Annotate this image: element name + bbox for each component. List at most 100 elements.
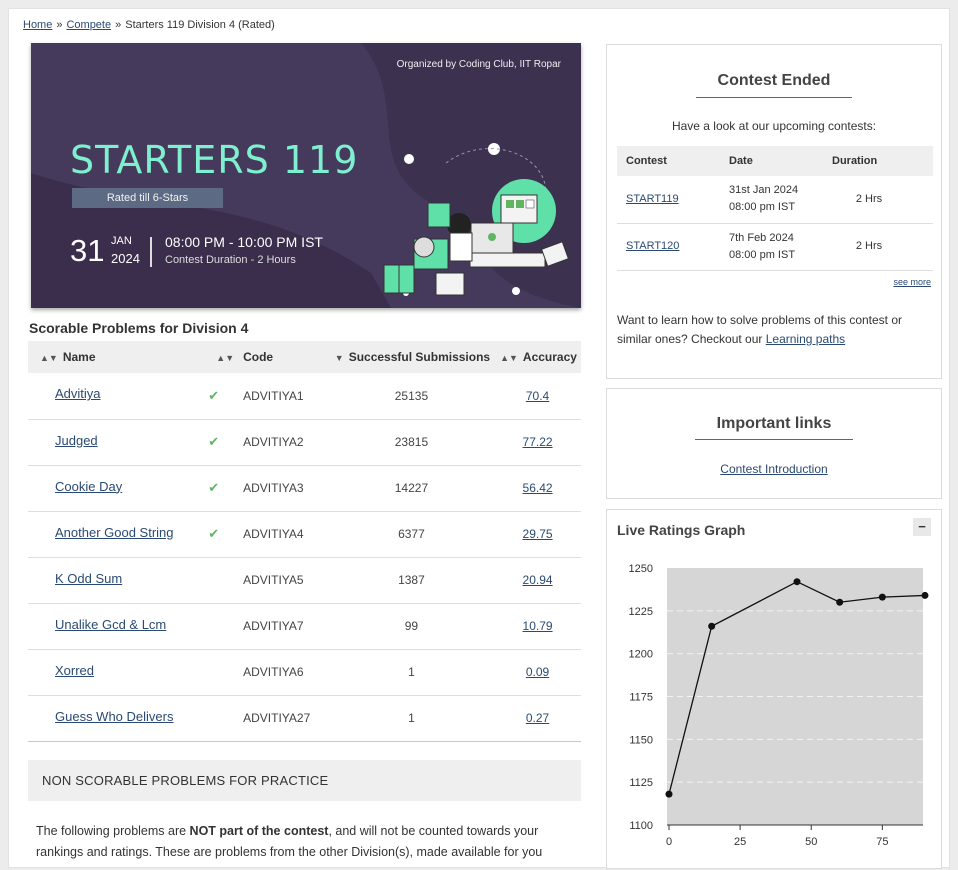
problem-link[interactable]: Guess Who Delivers: [55, 708, 174, 724]
duration-column-header: Duration: [823, 146, 933, 176]
plot-area: [667, 568, 923, 825]
learn-paths-text: Want to learn how to solve problems of t…: [617, 313, 903, 346]
banner-time: 08:00 PM - 10:00 PM IST: [165, 234, 323, 250]
problem-code: ADVITIYA6: [239, 649, 329, 696]
upcoming-duration: 2 Hrs: [823, 176, 933, 224]
solved-cell: ✔: [190, 511, 240, 558]
time-line: 08:00 pm IST: [729, 201, 796, 214]
table-row: Xorred ADVITIYA6 1 0.09: [28, 649, 581, 696]
banner-year: 2024: [111, 251, 140, 266]
accuracy-link[interactable]: 10.79: [522, 619, 553, 633]
contest-column-header: Contest: [617, 146, 720, 176]
solved-cell: ✔: [190, 465, 240, 512]
accuracy-link[interactable]: 56.42: [522, 481, 553, 495]
live-ratings-title: Live Ratings Graph: [617, 522, 746, 538]
banner-month: JAN: [111, 235, 132, 247]
successful-submissions: 99: [328, 603, 495, 650]
upcoming-header-row: Contest Date Duration: [617, 146, 933, 176]
code-column-header[interactable]: Code: [239, 341, 329, 373]
breadcrumb-compete-link[interactable]: Compete: [66, 19, 112, 31]
problem-link[interactable]: Judged: [55, 432, 98, 448]
x-tick-label: 50: [805, 836, 817, 848]
rating-point: [665, 790, 673, 798]
important-links-list: Contest Introduction: [607, 462, 941, 476]
problem-link[interactable]: Unalike Gcd & Lcm: [55, 616, 167, 632]
problem-link[interactable]: K Odd Sum: [55, 570, 123, 586]
code-sort-header[interactable]: ▲▼: [190, 341, 240, 373]
successful-submissions: 1: [328, 695, 495, 742]
accuracy-cell: 56.42: [494, 465, 581, 512]
problems-header-row: ▲▼ Name ▲▼ Code ▼ Successful Submissions ▲…: [28, 341, 581, 373]
accuracy-cell: 0.27: [494, 695, 581, 742]
breadcrumb-home-link[interactable]: Home: [23, 19, 53, 31]
contest-ended-card: Contest Ended Have a look at our upcomin…: [606, 44, 942, 379]
accuracy-link[interactable]: 29.75: [522, 527, 553, 541]
successful-submissions: 23815: [328, 419, 495, 466]
checkmark-icon: ✔: [208, 387, 220, 403]
problem-name-cell: K Odd Sum: [28, 557, 191, 604]
problem-code: ADVITIYA7: [239, 603, 329, 650]
problems-table: ▲▼ Name ▲▼ Code ▼ Successful Submissions ▲…: [28, 341, 581, 742]
accuracy-link[interactable]: 70.4: [525, 388, 550, 403]
y-tick-label: 1225: [629, 606, 653, 618]
table-row: Unalike Gcd & Lcm ADVITIYA7 99 10.79: [28, 603, 581, 650]
accuracy-link[interactable]: 0.09: [525, 665, 550, 679]
accuracy-link[interactable]: 0.27: [525, 711, 550, 725]
banner-day: 31: [70, 233, 105, 268]
live-ratings-card: Live Ratings Graph − 1100 1125 1150 1175 120…: [606, 509, 942, 869]
breadcrumb-separator: »: [56, 19, 63, 31]
see-more-link[interactable]: see more: [893, 277, 931, 287]
upcoming-contest-cell: START119: [617, 176, 720, 224]
rating-point: [836, 598, 844, 606]
problem-code: ADVITIYA4: [239, 511, 329, 558]
table-row: K Odd Sum ADVITIYA5 1387 20.94: [28, 557, 581, 604]
sort-icon: ▲▼: [500, 353, 518, 363]
problem-name-cell: Another Good String: [28, 511, 191, 558]
contest-code-link[interactable]: START120: [626, 240, 680, 252]
problem-link[interactable]: Another Good String: [55, 524, 174, 540]
problem-link[interactable]: Advitiya: [55, 386, 101, 402]
y-tick-label: 1200: [629, 649, 653, 661]
problem-code: ADVITIYA5: [239, 557, 329, 604]
date-line: 31st Jan 2024: [729, 184, 799, 197]
sort-desc-icon: ▼: [334, 353, 344, 363]
problem-code: ADVITIYA2: [239, 419, 329, 466]
learning-paths-link[interactable]: Learning paths: [765, 332, 846, 346]
contest-introduction-link[interactable]: Contest Introduction: [720, 462, 828, 476]
rating-point: [708, 622, 716, 630]
collapse-button[interactable]: −: [913, 518, 931, 536]
problem-name-cell: Judged: [28, 419, 191, 466]
banner-rated-badge: Rated till 6-Stars: [72, 188, 223, 208]
date-column-header: Date: [720, 146, 823, 176]
accuracy-link[interactable]: 77.22: [522, 435, 553, 449]
problem-name-cell: Unalike Gcd & Lcm: [28, 603, 191, 650]
solved-cell: [190, 695, 240, 742]
x-tick-label: 0: [666, 836, 672, 848]
name-column-header[interactable]: ▲▼ Name: [28, 341, 191, 373]
ratings-graph: 1100 1125 1150 1175 1200 1225 1250 0 25 50 75: [629, 563, 929, 848]
breadcrumb: Home» Compete» Starters 119 Division 4 (Ra…: [23, 19, 275, 31]
accuracy-column-header[interactable]: ▲▼ Accuracy: [494, 341, 581, 373]
problem-code: ADVITIYA27: [239, 695, 329, 742]
rating-point: [878, 593, 886, 601]
date-line: 7th Feb 2024: [729, 231, 794, 244]
solved-cell: [190, 557, 240, 604]
contest-code-link[interactable]: START119: [626, 192, 679, 205]
problem-link[interactable]: Cookie Day: [55, 478, 123, 494]
problem-link[interactable]: Xorred: [55, 662, 95, 678]
y-tick-label: 1250: [629, 563, 653, 575]
successful-submissions: 6377: [328, 511, 495, 558]
problem-name-cell: Advitiya: [28, 373, 191, 420]
submissions-column-header[interactable]: ▼ Successful Submissions: [328, 341, 495, 373]
title-underline: [695, 439, 853, 440]
upcoming-lead: Have a look at our upcoming contests:: [671, 119, 877, 133]
successful-submissions: 1: [328, 649, 495, 696]
non-scorable-header: NON SCORABLE PROBLEMS FOR PRACTICE: [28, 760, 581, 801]
solved-cell: [190, 649, 240, 696]
checkmark-icon: ✔: [208, 480, 220, 495]
accuracy-link[interactable]: 20.94: [522, 573, 553, 587]
solved-cell: ✔: [190, 373, 240, 420]
table-row: Advitiya ✔ ADVITIYA1 25135 70.4: [28, 373, 581, 420]
accuracy-cell: 10.79: [494, 603, 581, 650]
successful-submissions: 1387: [328, 557, 495, 604]
